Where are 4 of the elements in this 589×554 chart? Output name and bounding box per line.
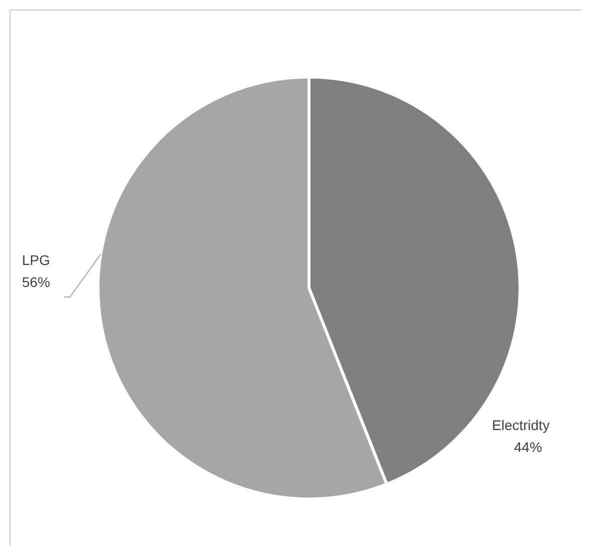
- data-label: 56%: [22, 274, 50, 290]
- slice-label: LPG: [22, 252, 50, 268]
- slice-label: Electridty: [492, 417, 550, 433]
- data-label: 44%: [514, 439, 542, 455]
